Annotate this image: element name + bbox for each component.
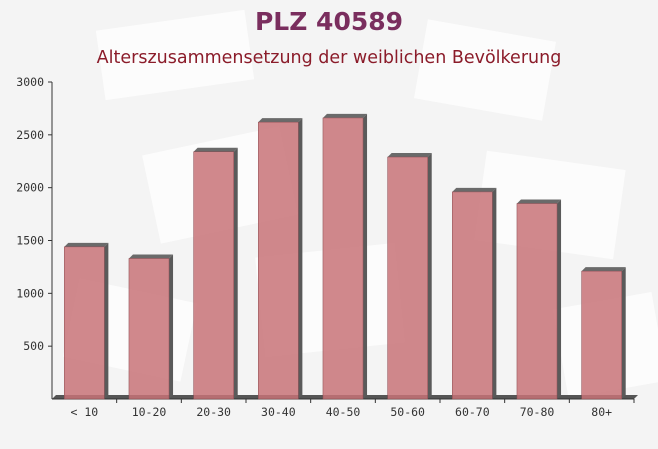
bar [193, 151, 234, 400]
bar-side [427, 153, 432, 399]
bar [387, 156, 428, 400]
x-tick-label: 80+ [591, 405, 612, 419]
bar-top [128, 254, 174, 259]
x-tick-label: 60-70 [455, 405, 490, 419]
x-tick-label: 70-80 [520, 405, 555, 419]
bar-top [581, 267, 626, 272]
x-tick-label: 10-20 [132, 405, 167, 419]
bar [128, 258, 170, 400]
bar-side [557, 199, 562, 399]
y-tick-label: 3000 [16, 75, 44, 89]
bar-side [492, 187, 497, 399]
bar-top [516, 199, 562, 204]
x-tick-label: 20-30 [196, 405, 231, 419]
y-tick-label: 1000 [16, 286, 44, 300]
bar-side [233, 147, 238, 399]
y-tick-label: 2500 [16, 128, 44, 142]
bar-side [104, 242, 109, 399]
bar-top [258, 118, 303, 123]
y-tick-label: 2000 [16, 181, 44, 195]
bar-top [452, 187, 497, 192]
chart-subtitle: Alterszusammensetzung der weiblichen Bev… [97, 48, 562, 68]
bar [581, 270, 622, 400]
bar-top [64, 242, 109, 247]
bar-top [193, 147, 238, 152]
bar [64, 246, 105, 400]
y-tick-label: 1500 [16, 234, 44, 248]
bar [258, 121, 299, 400]
x-tick-label: 30-40 [261, 405, 296, 419]
bar-top [387, 153, 432, 158]
bar-side [298, 118, 303, 400]
chart-title: PLZ 40589 [255, 7, 403, 36]
bar [452, 191, 493, 400]
x-tick-label: 40-50 [326, 405, 361, 419]
y-tick-label: 500 [23, 339, 44, 353]
x-tick-label: < 10 [70, 405, 98, 419]
bar-side [621, 267, 626, 399]
bar [322, 117, 364, 400]
bar-side [169, 254, 174, 399]
x-tick-label: 50-60 [390, 405, 425, 419]
bar [516, 203, 558, 400]
bar-top [322, 113, 368, 118]
bar-side [363, 113, 368, 399]
